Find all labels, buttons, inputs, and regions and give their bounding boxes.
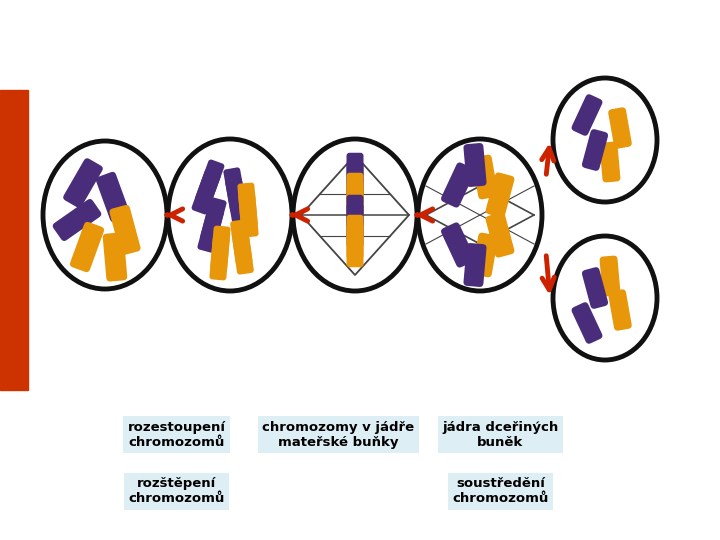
FancyBboxPatch shape	[197, 207, 224, 253]
Text: jádra dceřiných
buněk: jádra dceřiných buněk	[442, 421, 559, 449]
Text: rozštěpení
chromozomů: rozštěpení chromozomů	[128, 477, 225, 505]
FancyBboxPatch shape	[192, 169, 221, 214]
FancyBboxPatch shape	[464, 243, 487, 287]
FancyBboxPatch shape	[441, 163, 475, 207]
FancyBboxPatch shape	[485, 172, 514, 218]
FancyBboxPatch shape	[346, 161, 364, 205]
Ellipse shape	[553, 236, 657, 360]
Text: rozestoupení
chromozomů: rozestoupení chromozomů	[127, 421, 225, 449]
FancyBboxPatch shape	[346, 203, 364, 247]
FancyBboxPatch shape	[238, 183, 258, 227]
Text: soustředění
chromozomů: soustředění chromozomů	[452, 477, 549, 505]
FancyBboxPatch shape	[346, 215, 364, 259]
FancyBboxPatch shape	[600, 255, 621, 296]
Ellipse shape	[168, 139, 292, 291]
FancyBboxPatch shape	[346, 181, 364, 225]
FancyBboxPatch shape	[346, 153, 364, 197]
Ellipse shape	[553, 78, 657, 202]
FancyBboxPatch shape	[238, 193, 258, 238]
FancyBboxPatch shape	[70, 222, 104, 272]
FancyBboxPatch shape	[582, 267, 608, 309]
FancyBboxPatch shape	[63, 158, 103, 208]
Ellipse shape	[418, 139, 542, 291]
FancyBboxPatch shape	[600, 141, 621, 183]
FancyBboxPatch shape	[210, 226, 230, 271]
FancyBboxPatch shape	[472, 154, 498, 199]
FancyBboxPatch shape	[195, 159, 225, 205]
FancyBboxPatch shape	[582, 129, 608, 171]
Ellipse shape	[293, 139, 417, 291]
FancyBboxPatch shape	[96, 172, 130, 222]
Text: chromozomy v jádře
mateřské buňky: chromozomy v jádře mateřské buňky	[262, 421, 415, 449]
FancyBboxPatch shape	[346, 223, 364, 267]
FancyBboxPatch shape	[572, 302, 603, 344]
FancyBboxPatch shape	[441, 222, 475, 267]
Ellipse shape	[43, 141, 167, 289]
FancyBboxPatch shape	[109, 205, 140, 255]
FancyBboxPatch shape	[103, 233, 127, 281]
FancyBboxPatch shape	[53, 199, 102, 241]
FancyBboxPatch shape	[200, 197, 227, 243]
FancyBboxPatch shape	[223, 167, 247, 213]
FancyBboxPatch shape	[230, 219, 253, 265]
FancyBboxPatch shape	[346, 173, 364, 217]
FancyBboxPatch shape	[608, 289, 631, 330]
FancyBboxPatch shape	[232, 230, 254, 274]
Bar	[0, 90, 28, 390]
FancyBboxPatch shape	[346, 195, 364, 239]
FancyBboxPatch shape	[225, 177, 248, 222]
FancyBboxPatch shape	[608, 107, 631, 148]
FancyBboxPatch shape	[485, 212, 514, 258]
FancyBboxPatch shape	[572, 94, 603, 136]
FancyBboxPatch shape	[472, 233, 498, 278]
FancyBboxPatch shape	[464, 143, 487, 187]
FancyBboxPatch shape	[210, 235, 230, 280]
